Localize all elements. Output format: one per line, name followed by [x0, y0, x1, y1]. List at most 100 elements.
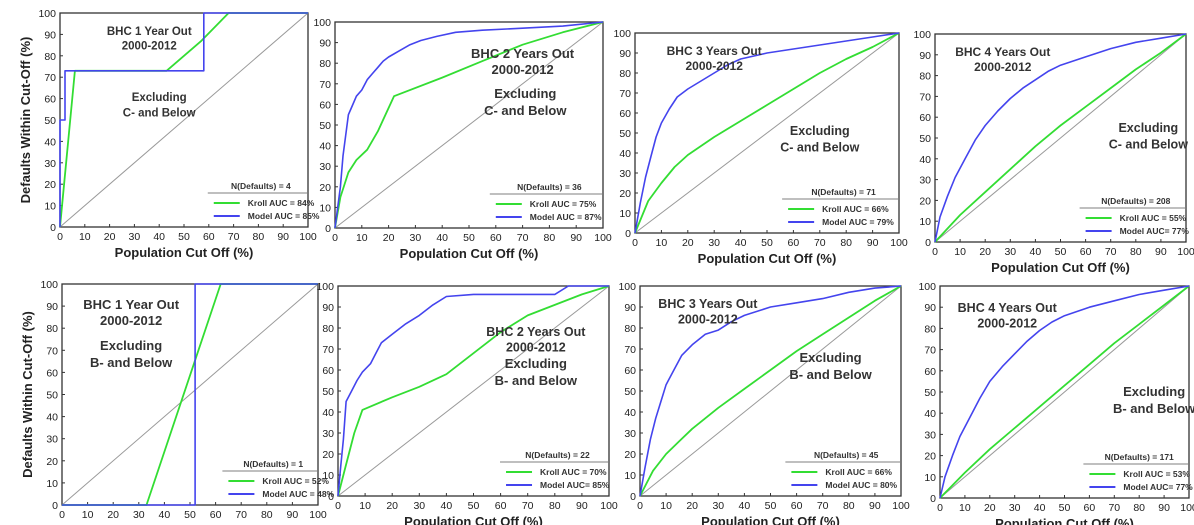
x-tick-label: 100: [890, 237, 908, 249]
x-tick-label: 70: [235, 509, 247, 521]
x-tick-label: 70: [1105, 246, 1117, 258]
y-tick-label: 80: [919, 71, 931, 83]
x-tick-label: 100: [299, 231, 317, 243]
x-tick-label: 30: [413, 500, 425, 512]
x-tick-label: 40: [441, 500, 453, 512]
exclusion-note: B- and Below: [1113, 401, 1194, 416]
x-tick-label: 100: [1180, 502, 1194, 514]
y-tick-label: 20: [319, 182, 331, 194]
exclusion-note: Excluding: [132, 92, 187, 104]
y-tick-label: 20: [624, 449, 636, 461]
y-tick-label: 70: [322, 344, 334, 356]
x-tick-label: 60: [203, 231, 215, 243]
exclusion-note: Excluding: [790, 124, 850, 138]
n-defaults-label: N(Defaults) = 22: [525, 450, 590, 460]
panel-title: BHC 2 Years Out: [486, 325, 586, 339]
x-tick-label: 20: [383, 232, 395, 244]
panel-title: BHC 4 Years Out: [955, 45, 1050, 59]
y-tick-label: 0: [630, 491, 636, 503]
x-tick-label: 40: [153, 231, 165, 243]
kroll-legend-label: Kroll AUC = 84%: [248, 198, 315, 208]
exclusion-note: C- and Below: [484, 103, 567, 118]
y-tick-label: 90: [924, 302, 936, 314]
x-tick-label: 0: [332, 232, 338, 244]
kroll-legend-label: Kroll AUC = 53%: [1123, 469, 1190, 479]
y-tick-label: 0: [50, 222, 56, 234]
roc-panel-1: 0 10 20 30 40 50 60 70 80 90 100 0 10 20 30 40 50 60 70 80 9…: [18, 8, 320, 260]
diagonal-reference-line: [939, 285, 1190, 499]
y-tick-label: 50: [322, 386, 334, 398]
x-tick-label: 60: [490, 232, 502, 244]
x-tick-label: 100: [600, 500, 618, 512]
panel-period: 2000-2012: [686, 59, 744, 73]
y-tick-label: 80: [44, 51, 56, 63]
x-tick-label: 40: [159, 509, 171, 521]
x-tick-label: 60: [1084, 502, 1096, 514]
y-axis-label: Defaults Within Cut-Off (%): [18, 37, 33, 204]
x-tick-label: 30: [129, 231, 141, 243]
panel-period: 2000-2012: [492, 62, 554, 77]
x-tick-label: 30: [133, 509, 145, 521]
x-axis-label: Population Cut Off (%): [404, 514, 543, 525]
x-tick-label: 0: [937, 502, 943, 514]
y-tick-label: 100: [38, 8, 56, 20]
x-tick-label: 70: [814, 237, 826, 249]
kroll-legend-label: Kroll AUC = 66%: [822, 204, 889, 214]
diagonal-reference-line: [61, 283, 319, 506]
x-tick-label: 20: [686, 500, 698, 512]
x-tick-label: 40: [1030, 246, 1042, 258]
y-tick-label: 60: [44, 94, 56, 106]
y-tick-label: 0: [52, 500, 58, 512]
y-tick-label: 10: [322, 470, 334, 482]
y-tick-label: 80: [322, 323, 334, 335]
y-tick-label: 10: [924, 472, 936, 484]
x-tick-label: 10: [79, 231, 91, 243]
y-tick-label: 80: [319, 58, 331, 70]
x-tick-label: 80: [1130, 246, 1142, 258]
kroll-legend-label: Kroll AUC = 52%: [262, 476, 329, 486]
x-tick-label: 100: [309, 509, 327, 521]
x-axis-label: Population Cut Off (%): [115, 245, 254, 260]
y-tick-label: 20: [44, 179, 56, 191]
x-tick-label: 80: [549, 500, 561, 512]
y-tick-label: 90: [319, 38, 331, 50]
x-tick-label: 50: [1059, 502, 1071, 514]
x-tick-label: 90: [277, 231, 289, 243]
model-roc-line: [337, 285, 609, 497]
kroll-roc-line: [634, 32, 900, 234]
exclusion-note: Excluding: [100, 338, 162, 353]
y-tick-label: 10: [619, 208, 631, 220]
y-tick-label: 40: [919, 154, 931, 166]
panel-title: BHC 1 Year Out: [83, 297, 180, 312]
diagonal-reference-line: [634, 32, 900, 234]
exclusion-note: Excluding: [1118, 121, 1178, 135]
exclusion-note: B- and Below: [495, 373, 578, 388]
x-tick-label: 10: [359, 500, 371, 512]
model-legend-label: Model AUC = 80%: [825, 480, 897, 490]
panel-period: 2000-2012: [506, 341, 566, 355]
x-tick-label: 80: [253, 231, 265, 243]
model-legend-label: Model AUC = 79%: [822, 217, 894, 227]
x-tick-label: 80: [544, 232, 556, 244]
x-tick-label: 50: [463, 232, 475, 244]
x-tick-label: 20: [979, 246, 991, 258]
model-roc-line: [639, 285, 902, 497]
x-tick-label: 60: [210, 509, 222, 521]
y-tick-label: 40: [44, 136, 56, 148]
exclusion-note: C- and Below: [780, 141, 859, 155]
x-tick-label: 30: [712, 500, 724, 512]
panel-period: 2000-2012: [678, 313, 738, 327]
x-tick-label: 70: [517, 232, 529, 244]
kroll-roc-line: [939, 285, 1190, 499]
model-roc-line: [59, 12, 308, 227]
exclusion-note: B- and Below: [90, 355, 173, 370]
y-tick-label: 100: [313, 17, 331, 29]
y-tick-label: 70: [619, 88, 631, 100]
x-tick-label: 80: [843, 500, 855, 512]
x-tick-label: 40: [436, 232, 448, 244]
x-tick-label: 50: [765, 500, 777, 512]
panel-period: 2000-2012: [122, 41, 177, 53]
y-tick-label: 10: [919, 216, 931, 228]
panel-title: BHC 4 Years Out: [958, 301, 1058, 315]
